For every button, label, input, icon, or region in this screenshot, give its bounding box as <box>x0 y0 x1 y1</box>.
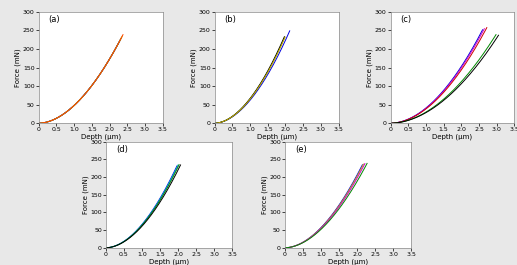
Y-axis label: Force (mN): Force (mN) <box>15 48 22 87</box>
X-axis label: Depth (μm): Depth (μm) <box>256 134 297 140</box>
X-axis label: Depth (μm): Depth (μm) <box>149 258 189 265</box>
Y-axis label: Force (mN): Force (mN) <box>261 175 268 214</box>
Text: (b): (b) <box>224 15 236 24</box>
X-axis label: Depth (μm): Depth (μm) <box>81 134 121 140</box>
X-axis label: Depth (μm): Depth (μm) <box>328 258 368 265</box>
Y-axis label: Force (mN): Force (mN) <box>191 48 197 87</box>
Y-axis label: Force (mN): Force (mN) <box>82 175 89 214</box>
X-axis label: Depth (μm): Depth (μm) <box>432 134 473 140</box>
Text: (a): (a) <box>49 15 60 24</box>
Text: (e): (e) <box>295 145 307 154</box>
Y-axis label: Force (mN): Force (mN) <box>367 48 373 87</box>
Text: (c): (c) <box>401 15 412 24</box>
Text: (d): (d) <box>116 145 128 154</box>
